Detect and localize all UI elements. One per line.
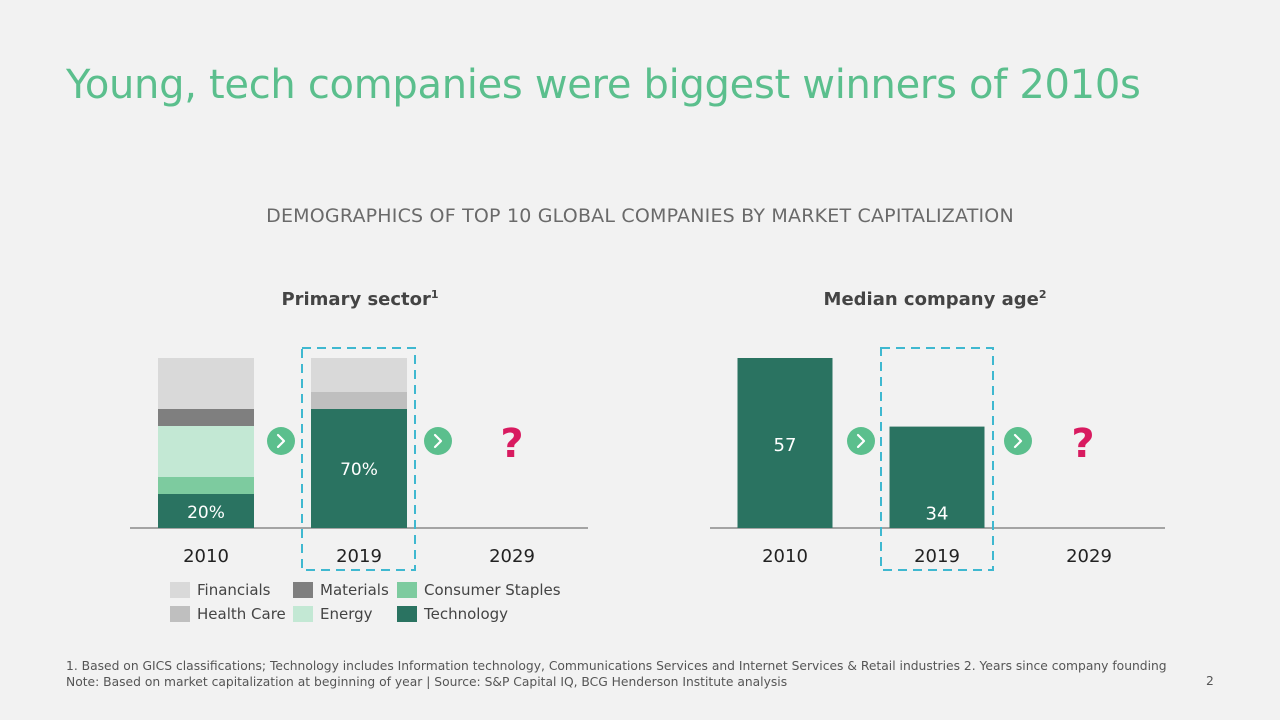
legend-swatch-financials [170, 582, 190, 598]
sector-arrow-2019-2029-chevron-icon [433, 433, 443, 449]
company-age-footnote-marker: 2 [1038, 288, 1047, 301]
sector-x-tick-2029: 2029 [489, 546, 535, 567]
primary-sector-footnote-marker: 1 [430, 288, 439, 301]
legend-item-energy: Energy [293, 605, 373, 623]
legend-label-consumer-staples: Consumer Staples [424, 581, 561, 599]
age-data-label-2019: 34 [926, 504, 949, 525]
sector-data-label-2019: 70% [340, 460, 378, 480]
company-age-title-text: Median company age [823, 289, 1039, 310]
footnote-line-2: Note: Based on market capitalization at … [66, 675, 788, 689]
age-arrow-2019-2029-chevron-icon [1013, 433, 1023, 449]
footnotes: 1. Based on GICS classifications; Techno… [66, 658, 1167, 690]
legend-swatch-health-care [170, 606, 190, 622]
sector-data-label-2010: 20% [187, 503, 225, 523]
legend-item-materials: Materials [293, 581, 389, 599]
legend-swatch-consumer-staples [397, 582, 417, 598]
chart-group-subtitle: DEMOGRAPHICS OF TOP 10 GLOBAL COMPANIES … [266, 205, 1014, 227]
age-x-tick-2029: 2029 [1066, 546, 1112, 567]
sector-highlight-box-2019 [301, 347, 416, 571]
age-arrow-2010-2019-chevron-icon [856, 433, 866, 449]
age-bar-2019 [889, 426, 985, 528]
sector-x-tick-2010: 2010 [183, 546, 229, 567]
bar-2010-technology [158, 494, 254, 528]
bar-2010-energy [158, 426, 254, 477]
bar-2019-health-care [311, 392, 407, 409]
sector-arrow-2010-2019 [267, 427, 295, 455]
age-x-tick-2010: 2010 [762, 546, 808, 567]
legend-item-technology: Technology [397, 605, 508, 623]
legend-label-materials: Materials [320, 581, 389, 599]
legend-swatch-energy [293, 606, 313, 622]
sector-arrow-2010-2019-chevron-icon [276, 433, 286, 449]
primary-sector-chart-title: Primary sector1 [230, 288, 490, 310]
legend-label-technology: Technology [424, 605, 509, 623]
legend-item-health-care: Health Care [170, 605, 286, 623]
legend-item-financials: Financials [170, 581, 271, 599]
age-arrow-2019-2029 [1004, 427, 1032, 455]
sector-x-tick-2019: 2019 [336, 546, 382, 567]
legend-label-financials: Financials [197, 581, 271, 599]
age-data-label-2010: 57 [774, 435, 797, 456]
bar-2019-financials [311, 358, 407, 392]
bar-2019-technology [311, 409, 407, 528]
age-arrow-2010-2019 [847, 427, 875, 455]
age-x-tick-2019: 2019 [914, 546, 960, 567]
legend-swatch-technology [397, 606, 417, 622]
legend-label-energy: Energy [320, 605, 373, 623]
legend-swatch-materials [293, 582, 313, 598]
page-number: 2 [1206, 674, 1214, 688]
age-question-mark-2029: ? [1071, 421, 1094, 467]
age-bar-2010 [737, 358, 833, 528]
company-age-chart-title: Median company age2 [780, 288, 1090, 310]
sector-arrow-2019-2029 [424, 427, 452, 455]
footnote-line-1: 1. Based on GICS classifications; Techno… [66, 659, 1167, 673]
bar-2010-materials [158, 409, 254, 426]
primary-sector-title-text: Primary sector [281, 289, 431, 310]
bar-2010-financials [158, 358, 254, 409]
legend-item-consumer-staples: Consumer Staples [397, 581, 561, 599]
legend-label-health-care: Health Care [197, 605, 286, 623]
age-highlight-box-2019 [880, 347, 994, 571]
slide-title: Young, tech companies were biggest winne… [66, 62, 1141, 108]
bar-2010-consumer-staples [158, 477, 254, 494]
sector-question-mark-2029: ? [500, 421, 523, 467]
